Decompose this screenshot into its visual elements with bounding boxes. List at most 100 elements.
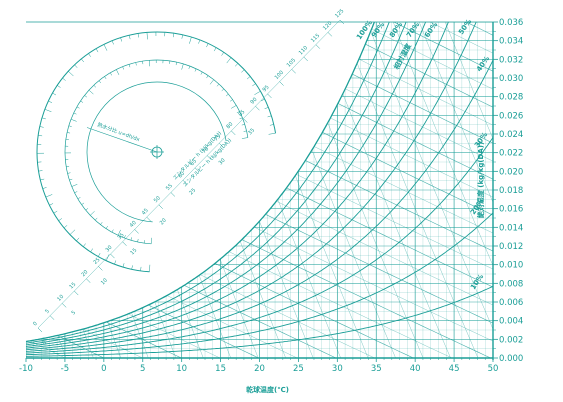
- protractor-tick: [181, 34, 183, 39]
- y-tick-label: 0.028: [499, 93, 523, 103]
- protractor-tick: [77, 197, 81, 200]
- enthalpy-tick: [231, 130, 236, 136]
- protractor-tick: [209, 79, 214, 85]
- enthalpy-tick: [303, 56, 308, 62]
- protractor-tick: [264, 107, 269, 110]
- protractor-tick: [45, 194, 53, 198]
- enthalpy-tick: [61, 303, 67, 308]
- protractor-tick: [200, 71, 203, 75]
- volume-line: [201, 22, 341, 358]
- y-tick-label: 0.016: [499, 205, 523, 215]
- protractor-tick: [84, 95, 88, 98]
- protractor-center-label: 熱水分比 u=dh/dx: [96, 120, 141, 143]
- enthalpy-tick-label: 110: [298, 45, 309, 56]
- protractor-arc: [64, 59, 249, 245]
- protractor-tick: [213, 47, 217, 52]
- protractor-pointer: [86, 127, 158, 153]
- enthalpy-tick-label: 95: [262, 84, 271, 93]
- enthalpy-line: [26, 22, 493, 128]
- protractor-tick: [68, 71, 74, 77]
- protractor-tick: [246, 76, 251, 80]
- wetbulb-tick-label: 10: [100, 277, 109, 286]
- wetbulb-tick-label: 35: [247, 127, 256, 136]
- protractor-tick: [181, 63, 184, 70]
- protractor-tick: [269, 124, 274, 126]
- protractor-tick: [40, 178, 45, 181]
- y-axis-title: 絶対湿度 (kg/kg(DA)): [476, 142, 485, 218]
- protractor-tick: [235, 63, 239, 67]
- protractor-tick: [135, 62, 137, 66]
- x-tick-label: 30: [332, 364, 343, 374]
- protractor-tick: [225, 93, 229, 97]
- y-tick-label: 0.014: [499, 223, 523, 233]
- rh-curve-20: [25, 212, 494, 356]
- rh-label-60: 60%: [423, 21, 439, 39]
- protractor-tick: [105, 254, 110, 261]
- protractor-tick: [110, 72, 112, 76]
- volume-line: [304, 22, 451, 358]
- enthalpy-tick-label: 40: [129, 220, 138, 229]
- wetbulb-tick-label: 15: [129, 247, 138, 256]
- enthalpy-tick: [219, 143, 224, 148]
- enthalpy-tick: [170, 192, 176, 197]
- protractor-tick: [42, 187, 47, 189]
- protractor-tick: [221, 52, 224, 56]
- enthalpy-tick-label: 55: [165, 183, 174, 192]
- protractor-tick: [63, 225, 68, 229]
- protractor-tick: [74, 64, 78, 68]
- enthalpy-tick-label: 5: [44, 309, 51, 316]
- enthalpy-tick-label: 125: [334, 8, 345, 19]
- protractor-tick: [81, 58, 85, 63]
- protractor-tick: [137, 238, 139, 242]
- rh-label-80: 80%: [388, 21, 404, 39]
- protractor-tick: [58, 218, 63, 221]
- protractor-tick: [48, 100, 53, 103]
- protractor-tick: [38, 135, 43, 137]
- protractor-tick: [70, 119, 77, 122]
- x-tick-label: 5: [140, 364, 145, 374]
- protractor-tick: [268, 132, 276, 135]
- enthalpy-tick: [194, 167, 200, 173]
- protractor-tick: [124, 235, 126, 239]
- protractor-tick: [97, 252, 101, 257]
- protractor-tick: [252, 83, 256, 87]
- protractor-tick: [206, 43, 209, 48]
- protractor-tick: [111, 229, 114, 233]
- y-tick-label: 0.012: [499, 242, 523, 252]
- protractor-tick: [122, 66, 124, 70]
- enthalpy-tick-label: 70: [201, 146, 210, 155]
- y-tick-label: 0.002: [499, 335, 523, 345]
- x-tick-label: 15: [215, 364, 226, 374]
- enthalpy-tick-label: 25: [93, 257, 102, 266]
- enthalpy-line: [26, 22, 493, 92]
- protractor-tick: [231, 105, 237, 109]
- protractor-tick: [103, 44, 108, 51]
- enthalpy-tick: [267, 93, 272, 99]
- protractor-tick: [206, 75, 209, 79]
- x-tick-label: 20: [254, 364, 265, 374]
- wetbulb-tick-label: 30: [218, 157, 227, 166]
- protractor-tick: [241, 69, 245, 73]
- y-tick-label: 0.004: [499, 317, 523, 327]
- y-tick-label: 0.008: [499, 279, 523, 289]
- enthalpy-tick-label: 10: [56, 294, 65, 303]
- volume-line: [26, 22, 149, 358]
- enthalpy-tick: [134, 229, 139, 234]
- x-tick-label: 40: [410, 364, 421, 374]
- enthalpy-line: [26, 22, 493, 74]
- y-tick-label: 0.036: [499, 18, 523, 28]
- protractor-tick: [95, 48, 99, 53]
- protractor-tick: [52, 92, 57, 96]
- volume-line: [433, 22, 493, 358]
- protractor-tick: [67, 172, 71, 174]
- enthalpy-line: [26, 22, 493, 146]
- enthalpy-tick: [158, 204, 163, 209]
- y-tick-label: 0.000: [499, 354, 523, 364]
- protractor-tick: [90, 211, 95, 216]
- protractor-tick: [111, 40, 114, 45]
- protractor-tick: [117, 229, 121, 236]
- enthalpy-tick-label: 15: [68, 282, 77, 291]
- rh-curve-100: [25, 21, 375, 343]
- volume-line: [71, 22, 204, 358]
- x-tick-label: 10: [176, 364, 187, 374]
